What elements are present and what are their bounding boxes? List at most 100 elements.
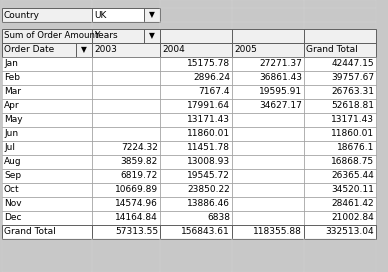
- Text: 2003: 2003: [94, 45, 117, 54]
- Text: 21002.84: 21002.84: [331, 214, 374, 222]
- Bar: [160, 99, 232, 113]
- Text: 14164.84: 14164.84: [115, 214, 158, 222]
- Bar: [2, 127, 92, 141]
- Bar: [160, 183, 232, 197]
- Bar: [2, 141, 92, 155]
- Bar: [304, 211, 376, 225]
- Bar: [232, 0, 304, 8]
- Bar: [232, 183, 304, 197]
- Text: Sep: Sep: [4, 172, 21, 181]
- Bar: [2, 211, 92, 225]
- Bar: [2, 99, 92, 113]
- Bar: [304, 113, 376, 127]
- Bar: [160, 0, 232, 8]
- Text: Grand Total: Grand Total: [4, 227, 56, 236]
- Bar: [160, 225, 232, 239]
- Bar: [2, 183, 92, 197]
- Bar: [232, 85, 304, 99]
- Bar: [92, 99, 160, 113]
- Bar: [304, 169, 376, 183]
- Bar: [160, 127, 232, 141]
- Bar: [160, 43, 232, 57]
- Bar: [2, 85, 92, 99]
- Bar: [160, 113, 232, 127]
- Bar: [232, 43, 304, 57]
- Bar: [304, 239, 376, 272]
- Text: Sum of Order Amount: Sum of Order Amount: [4, 32, 99, 41]
- Bar: [76, 43, 92, 57]
- Bar: [304, 99, 376, 113]
- Bar: [160, 22, 232, 29]
- Bar: [304, 211, 376, 225]
- Bar: [2, 225, 92, 239]
- Text: 26365.44: 26365.44: [331, 172, 374, 181]
- Text: 13171.43: 13171.43: [187, 116, 230, 125]
- Bar: [92, 43, 160, 57]
- Text: 2005: 2005: [234, 45, 257, 54]
- Bar: [92, 43, 160, 57]
- Bar: [304, 71, 376, 85]
- Bar: [160, 22, 232, 29]
- Bar: [232, 197, 304, 211]
- Bar: [2, 0, 92, 8]
- Bar: [160, 29, 232, 43]
- Bar: [2, 8, 92, 22]
- Bar: [304, 197, 376, 211]
- Text: 7167.4: 7167.4: [199, 88, 230, 97]
- Bar: [2, 183, 92, 197]
- Bar: [232, 8, 304, 22]
- Bar: [304, 127, 376, 141]
- Bar: [232, 0, 304, 8]
- Bar: [160, 99, 232, 113]
- Bar: [304, 99, 376, 113]
- Text: 23850.22: 23850.22: [187, 186, 230, 194]
- Bar: [160, 57, 232, 71]
- Text: Mar: Mar: [4, 88, 21, 97]
- Bar: [232, 141, 304, 155]
- Bar: [160, 141, 232, 155]
- Bar: [160, 43, 232, 57]
- Bar: [232, 211, 304, 225]
- Bar: [2, 29, 92, 43]
- Bar: [2, 0, 92, 8]
- Bar: [144, 29, 160, 43]
- Text: 6819.72: 6819.72: [121, 172, 158, 181]
- Bar: [92, 183, 160, 197]
- Bar: [92, 225, 160, 239]
- Bar: [160, 8, 232, 22]
- Bar: [92, 239, 160, 272]
- Text: Grand Total: Grand Total: [306, 45, 358, 54]
- Bar: [2, 155, 92, 169]
- Text: 19545.72: 19545.72: [187, 172, 230, 181]
- Text: Apr: Apr: [4, 101, 20, 110]
- Bar: [160, 169, 232, 183]
- Bar: [232, 22, 304, 29]
- Bar: [2, 71, 92, 85]
- Text: 7224.32: 7224.32: [121, 144, 158, 153]
- Bar: [304, 239, 376, 272]
- Text: 28461.42: 28461.42: [331, 199, 374, 209]
- Text: 2004: 2004: [162, 45, 185, 54]
- Bar: [2, 211, 92, 225]
- Text: 13008.93: 13008.93: [187, 157, 230, 166]
- Bar: [92, 169, 160, 183]
- Text: 156843.61: 156843.61: [181, 227, 230, 236]
- Text: ▼: ▼: [149, 32, 155, 41]
- Bar: [160, 71, 232, 85]
- Bar: [92, 57, 160, 71]
- Bar: [92, 127, 160, 141]
- Text: Years: Years: [94, 32, 118, 41]
- Bar: [92, 169, 160, 183]
- Bar: [304, 127, 376, 141]
- Text: ▼: ▼: [81, 45, 87, 54]
- Bar: [232, 43, 304, 57]
- Bar: [304, 225, 376, 239]
- Text: 11860.01: 11860.01: [331, 129, 374, 138]
- Text: ▼: ▼: [149, 11, 155, 20]
- Bar: [92, 29, 144, 43]
- Bar: [160, 211, 232, 225]
- Bar: [232, 141, 304, 155]
- Bar: [2, 155, 92, 169]
- Text: 39757.67: 39757.67: [331, 73, 374, 82]
- Bar: [92, 239, 160, 272]
